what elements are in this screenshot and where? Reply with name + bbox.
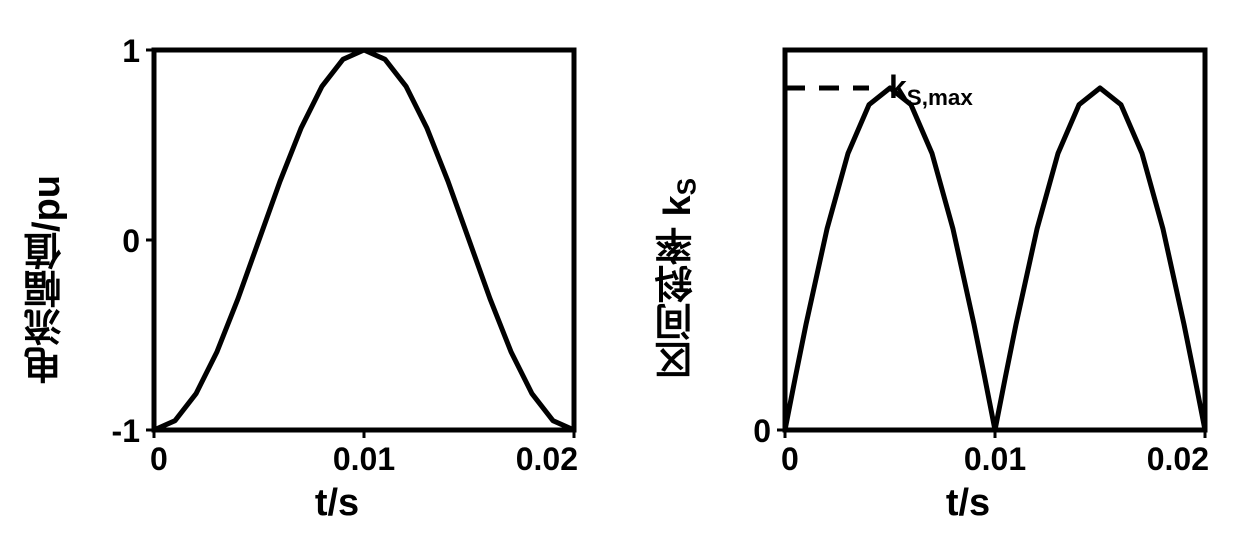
svg-text:0.01: 0.01 — [964, 441, 1026, 477]
left-ylabel: 电流幅值/pu — [19, 175, 74, 384]
right-ylabel: 区间斜率 kS — [650, 178, 705, 379]
svg-text:0.02: 0.02 — [516, 441, 578, 477]
svg-text:0: 0 — [753, 413, 771, 449]
right-plot-wrap: 00.010.020kS,max t/s — [715, 34, 1221, 525]
right-ylabel-main: 区间斜率 k — [657, 196, 699, 380]
svg-text:0.02: 0.02 — [1147, 441, 1209, 477]
svg-text:0.01: 0.01 — [333, 441, 395, 477]
left-panel: 电流幅值/pu 0 0.01 0.02 -1 0 1 t/s — [19, 34, 590, 525]
svg-text:-1: -1 — [112, 413, 140, 449]
svg-text:0: 0 — [781, 441, 799, 477]
svg-text:1: 1 — [122, 34, 140, 69]
left-xlabel: t/s — [84, 482, 590, 525]
right-ylabel-sub: S — [672, 178, 702, 195]
svg-text:0: 0 — [122, 223, 140, 259]
right-panel: 区间斜率 kS 00.010.020kS,max t/s — [650, 34, 1221, 525]
left-plot: 0 0.01 0.02 -1 0 1 — [84, 34, 590, 478]
svg-text:0: 0 — [150, 441, 168, 477]
right-plot: 00.010.020kS,max — [715, 34, 1221, 478]
right-xlabel: t/s — [715, 482, 1221, 525]
left-plot-wrap: 0 0.01 0.02 -1 0 1 t/s — [84, 34, 590, 525]
chart-container: 电流幅值/pu 00.010.02-101 t/s 区间斜率 kS 00.010… — [0, 0, 1240, 558]
